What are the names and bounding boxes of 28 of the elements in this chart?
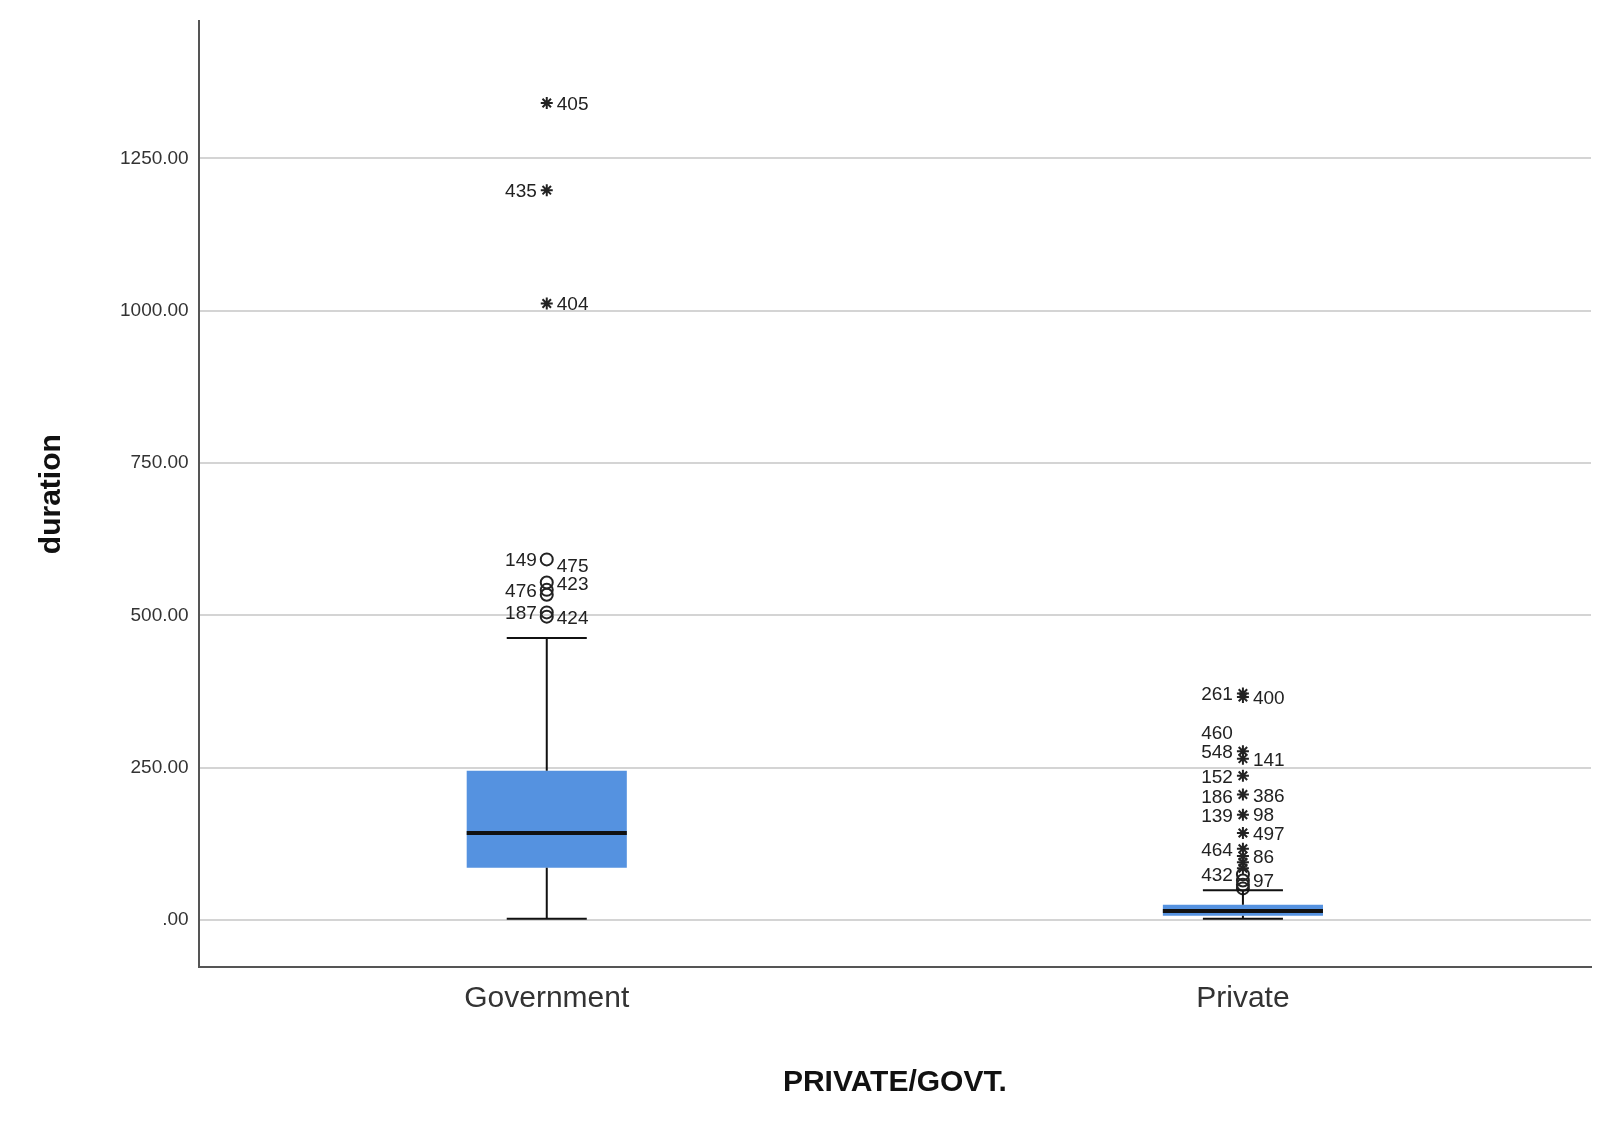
annotation: 424 [556, 606, 589, 628]
annotation: 386 [1252, 784, 1285, 806]
annotation: 149 [505, 549, 537, 571]
y-tick-label: 250.00 [130, 756, 189, 777]
annotation: 548 [1201, 741, 1233, 763]
annotation: 97 [1252, 870, 1275, 892]
y-tick-label: 500.00 [130, 603, 189, 625]
y-tick-label: .00 [162, 908, 189, 930]
y-tick-label: 1250.00 [119, 146, 189, 168]
x-axis-title: PRIVATE/GOVT. [782, 1064, 1007, 1098]
annotation: 404 [556, 293, 589, 315]
annotation: 405 [556, 93, 589, 115]
annotation: 460 [1201, 721, 1233, 743]
annotation: 141 [1252, 748, 1285, 770]
annotation: 152 [1201, 765, 1233, 787]
x-tick-label: Government [464, 980, 630, 1014]
y-tick-label: 1000.00 [119, 299, 189, 321]
annotation: 432 [1201, 864, 1233, 886]
annotation: 86 [1252, 846, 1275, 868]
y-axis-title: duration [33, 434, 67, 555]
x-tick-label: Private [1196, 980, 1290, 1014]
annotation: 187 [505, 602, 537, 624]
annotation: 464 [1201, 838, 1234, 860]
annotation: 400 [1252, 687, 1285, 709]
y-tick-label: 750.00 [130, 451, 189, 473]
annotation: 261 [1201, 683, 1233, 705]
annotation: 435 [505, 180, 537, 202]
annotation: 476 [505, 579, 537, 601]
